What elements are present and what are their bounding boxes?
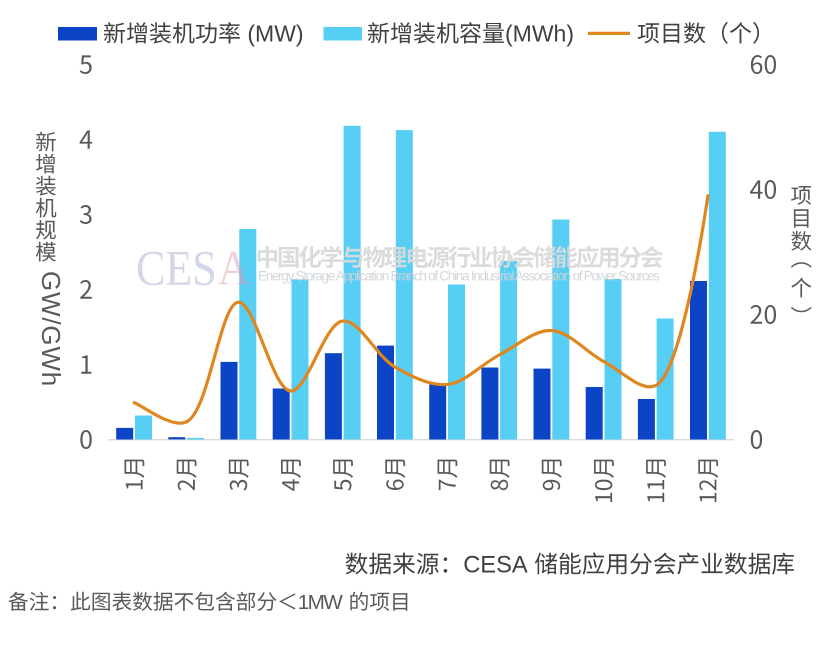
svg-text:A: A xyxy=(218,241,250,296)
svg-text:CES: CES xyxy=(136,241,217,296)
svg-text:(MWh): (MWh) xyxy=(505,21,574,47)
svg-text:Energy Storage Application Bra: Energy Storage Application Branch of Chi… xyxy=(258,269,660,284)
svg-text:(MW): (MW) xyxy=(247,21,303,47)
svg-text:CESA: CESA xyxy=(463,553,528,579)
svg-text:1MW: 1MW xyxy=(298,591,343,614)
svg-text:GW/GWh: GW/GWh xyxy=(36,271,66,387)
